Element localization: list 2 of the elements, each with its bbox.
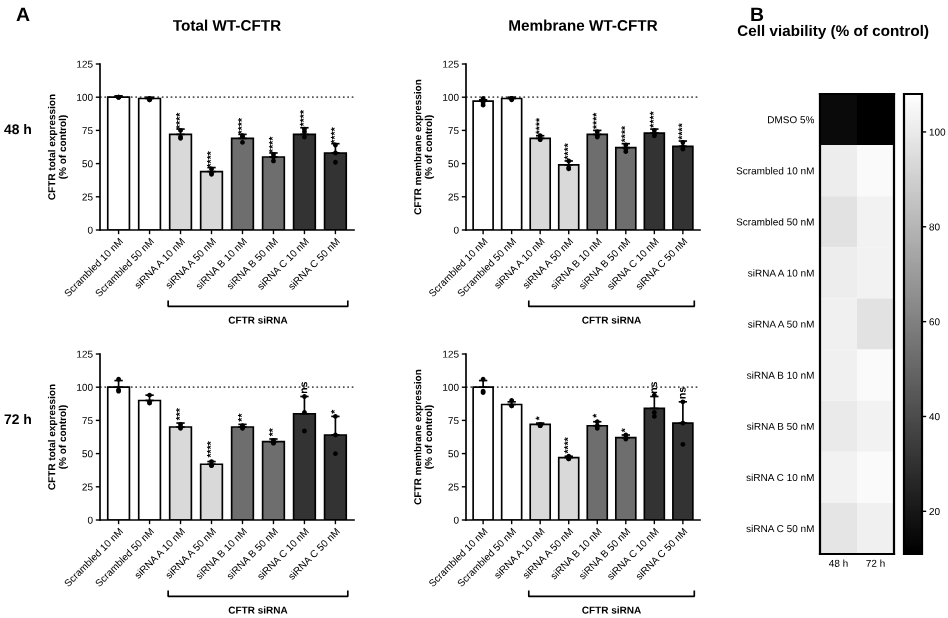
text: A <box>16 7 30 22</box>
text: B <box>751 7 764 22</box>
